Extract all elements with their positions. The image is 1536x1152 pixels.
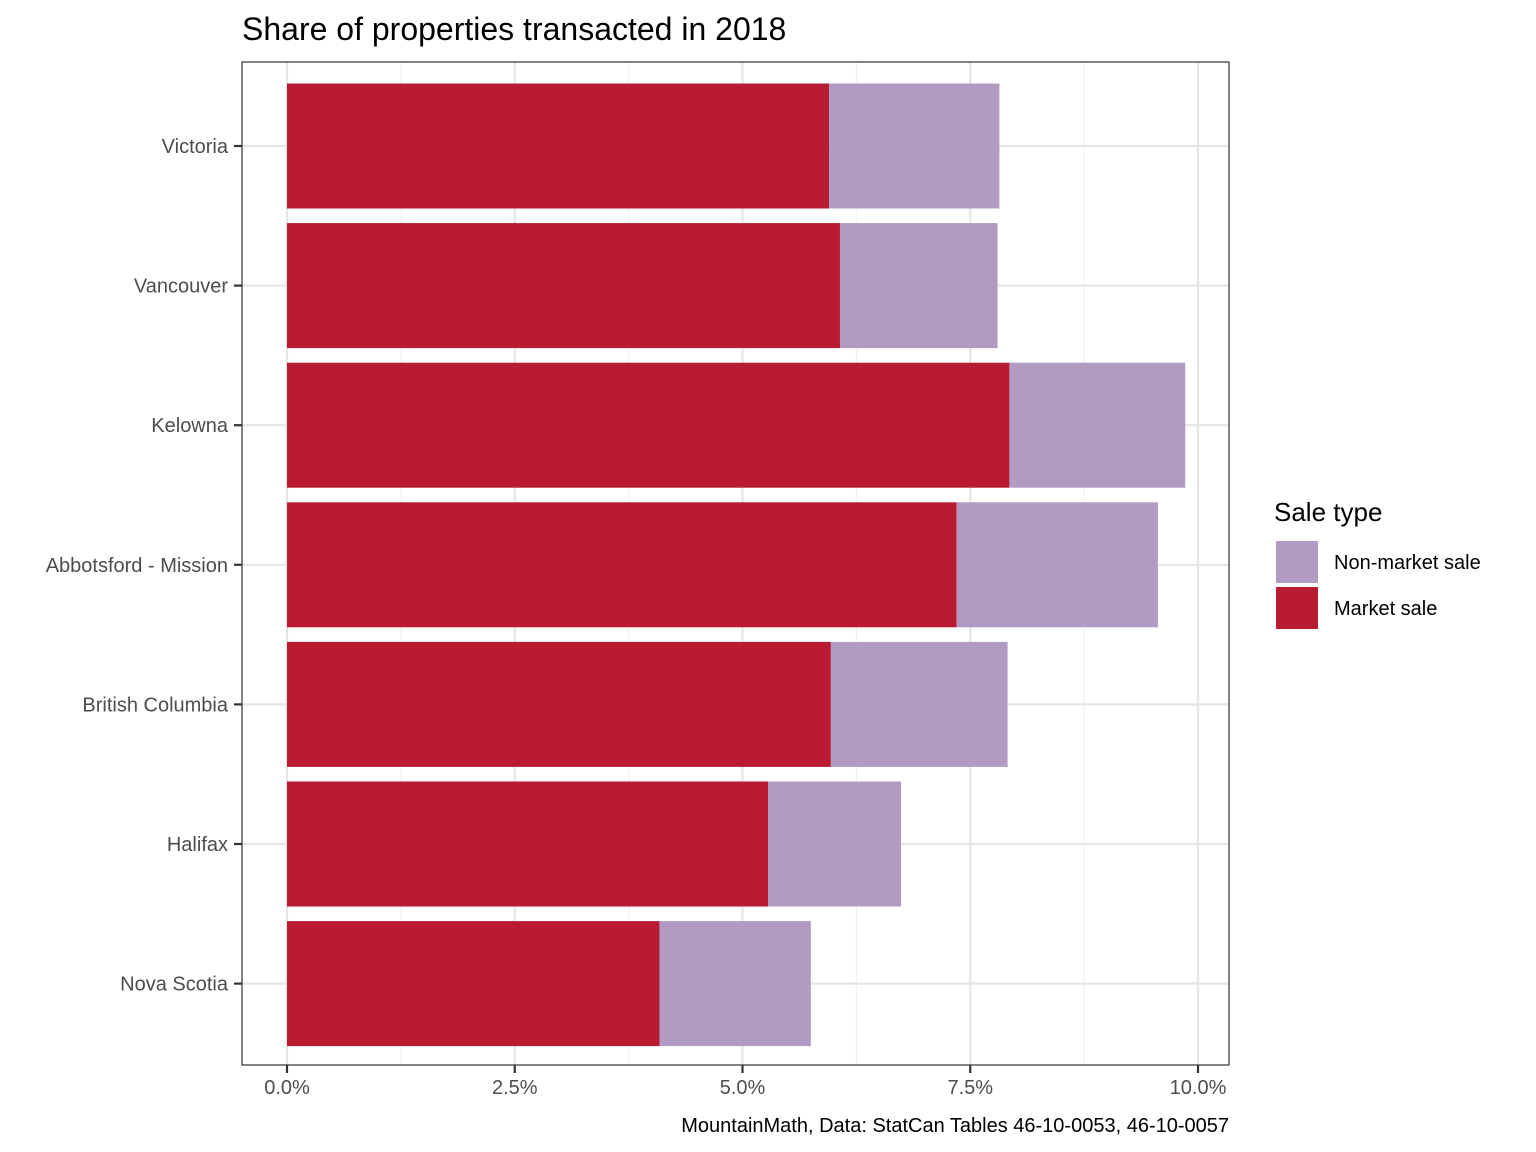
- x-tick-label: 2.5%: [492, 1077, 538, 1099]
- x-axis: 0.0% 2.5% 5.0% 7.5% 10.0%: [264, 1065, 1227, 1099]
- bar-non-market-sale: [956, 502, 1158, 628]
- legend-key: [1276, 587, 1318, 629]
- y-tick-label: Halifax: [167, 834, 228, 856]
- bar-market-sale: [287, 781, 769, 907]
- chart-title: Share of properties transacted in 2018: [242, 11, 786, 47]
- bar-non-market-sale: [830, 641, 1008, 767]
- y-tick-label: Victoria: [162, 136, 229, 158]
- bar-market-sale: [287, 921, 660, 1047]
- bar-non-market-sale: [1009, 362, 1186, 488]
- legend: Sale type Non-market sale Market sale: [1274, 497, 1481, 629]
- legend-label: Market sale: [1334, 598, 1437, 620]
- y-tick-label: Vancouver: [134, 276, 228, 298]
- bar-market-sale: [287, 502, 957, 628]
- legend-key: [1276, 541, 1318, 583]
- y-tick-label: Abbotsford - Mission: [46, 555, 228, 577]
- x-tick-label: 7.5%: [947, 1077, 993, 1099]
- legend-label: Non-market sale: [1334, 552, 1481, 574]
- chart-caption: MountainMath, Data: StatCan Tables 46-10…: [681, 1115, 1229, 1137]
- bar-non-market-sale: [839, 223, 998, 349]
- y-tick-label: British Columbia: [82, 694, 228, 716]
- bar-market-sale: [287, 223, 840, 349]
- bars: [287, 83, 1186, 1047]
- y-tick-label: Kelowna: [151, 415, 229, 437]
- bar-non-market-sale: [659, 921, 811, 1047]
- bar-market-sale: [287, 362, 1010, 488]
- x-tick-label: 10.0%: [1170, 1077, 1227, 1099]
- bar-non-market-sale: [768, 781, 902, 907]
- x-tick-label: 0.0%: [264, 1077, 310, 1099]
- x-tick-label: 5.0%: [720, 1077, 766, 1099]
- bar-non-market-sale: [829, 83, 1000, 209]
- y-tick-label: Nova Scotia: [120, 974, 229, 996]
- plot-panel-border: [241, 61, 1230, 1066]
- bar-market-sale: [287, 641, 831, 767]
- legend-title: Sale type: [1274, 497, 1382, 527]
- bar-market-sale: [287, 83, 830, 209]
- y-axis: Victoria Vancouver Kelowna Abbotsford - Mis…: [46, 136, 242, 996]
